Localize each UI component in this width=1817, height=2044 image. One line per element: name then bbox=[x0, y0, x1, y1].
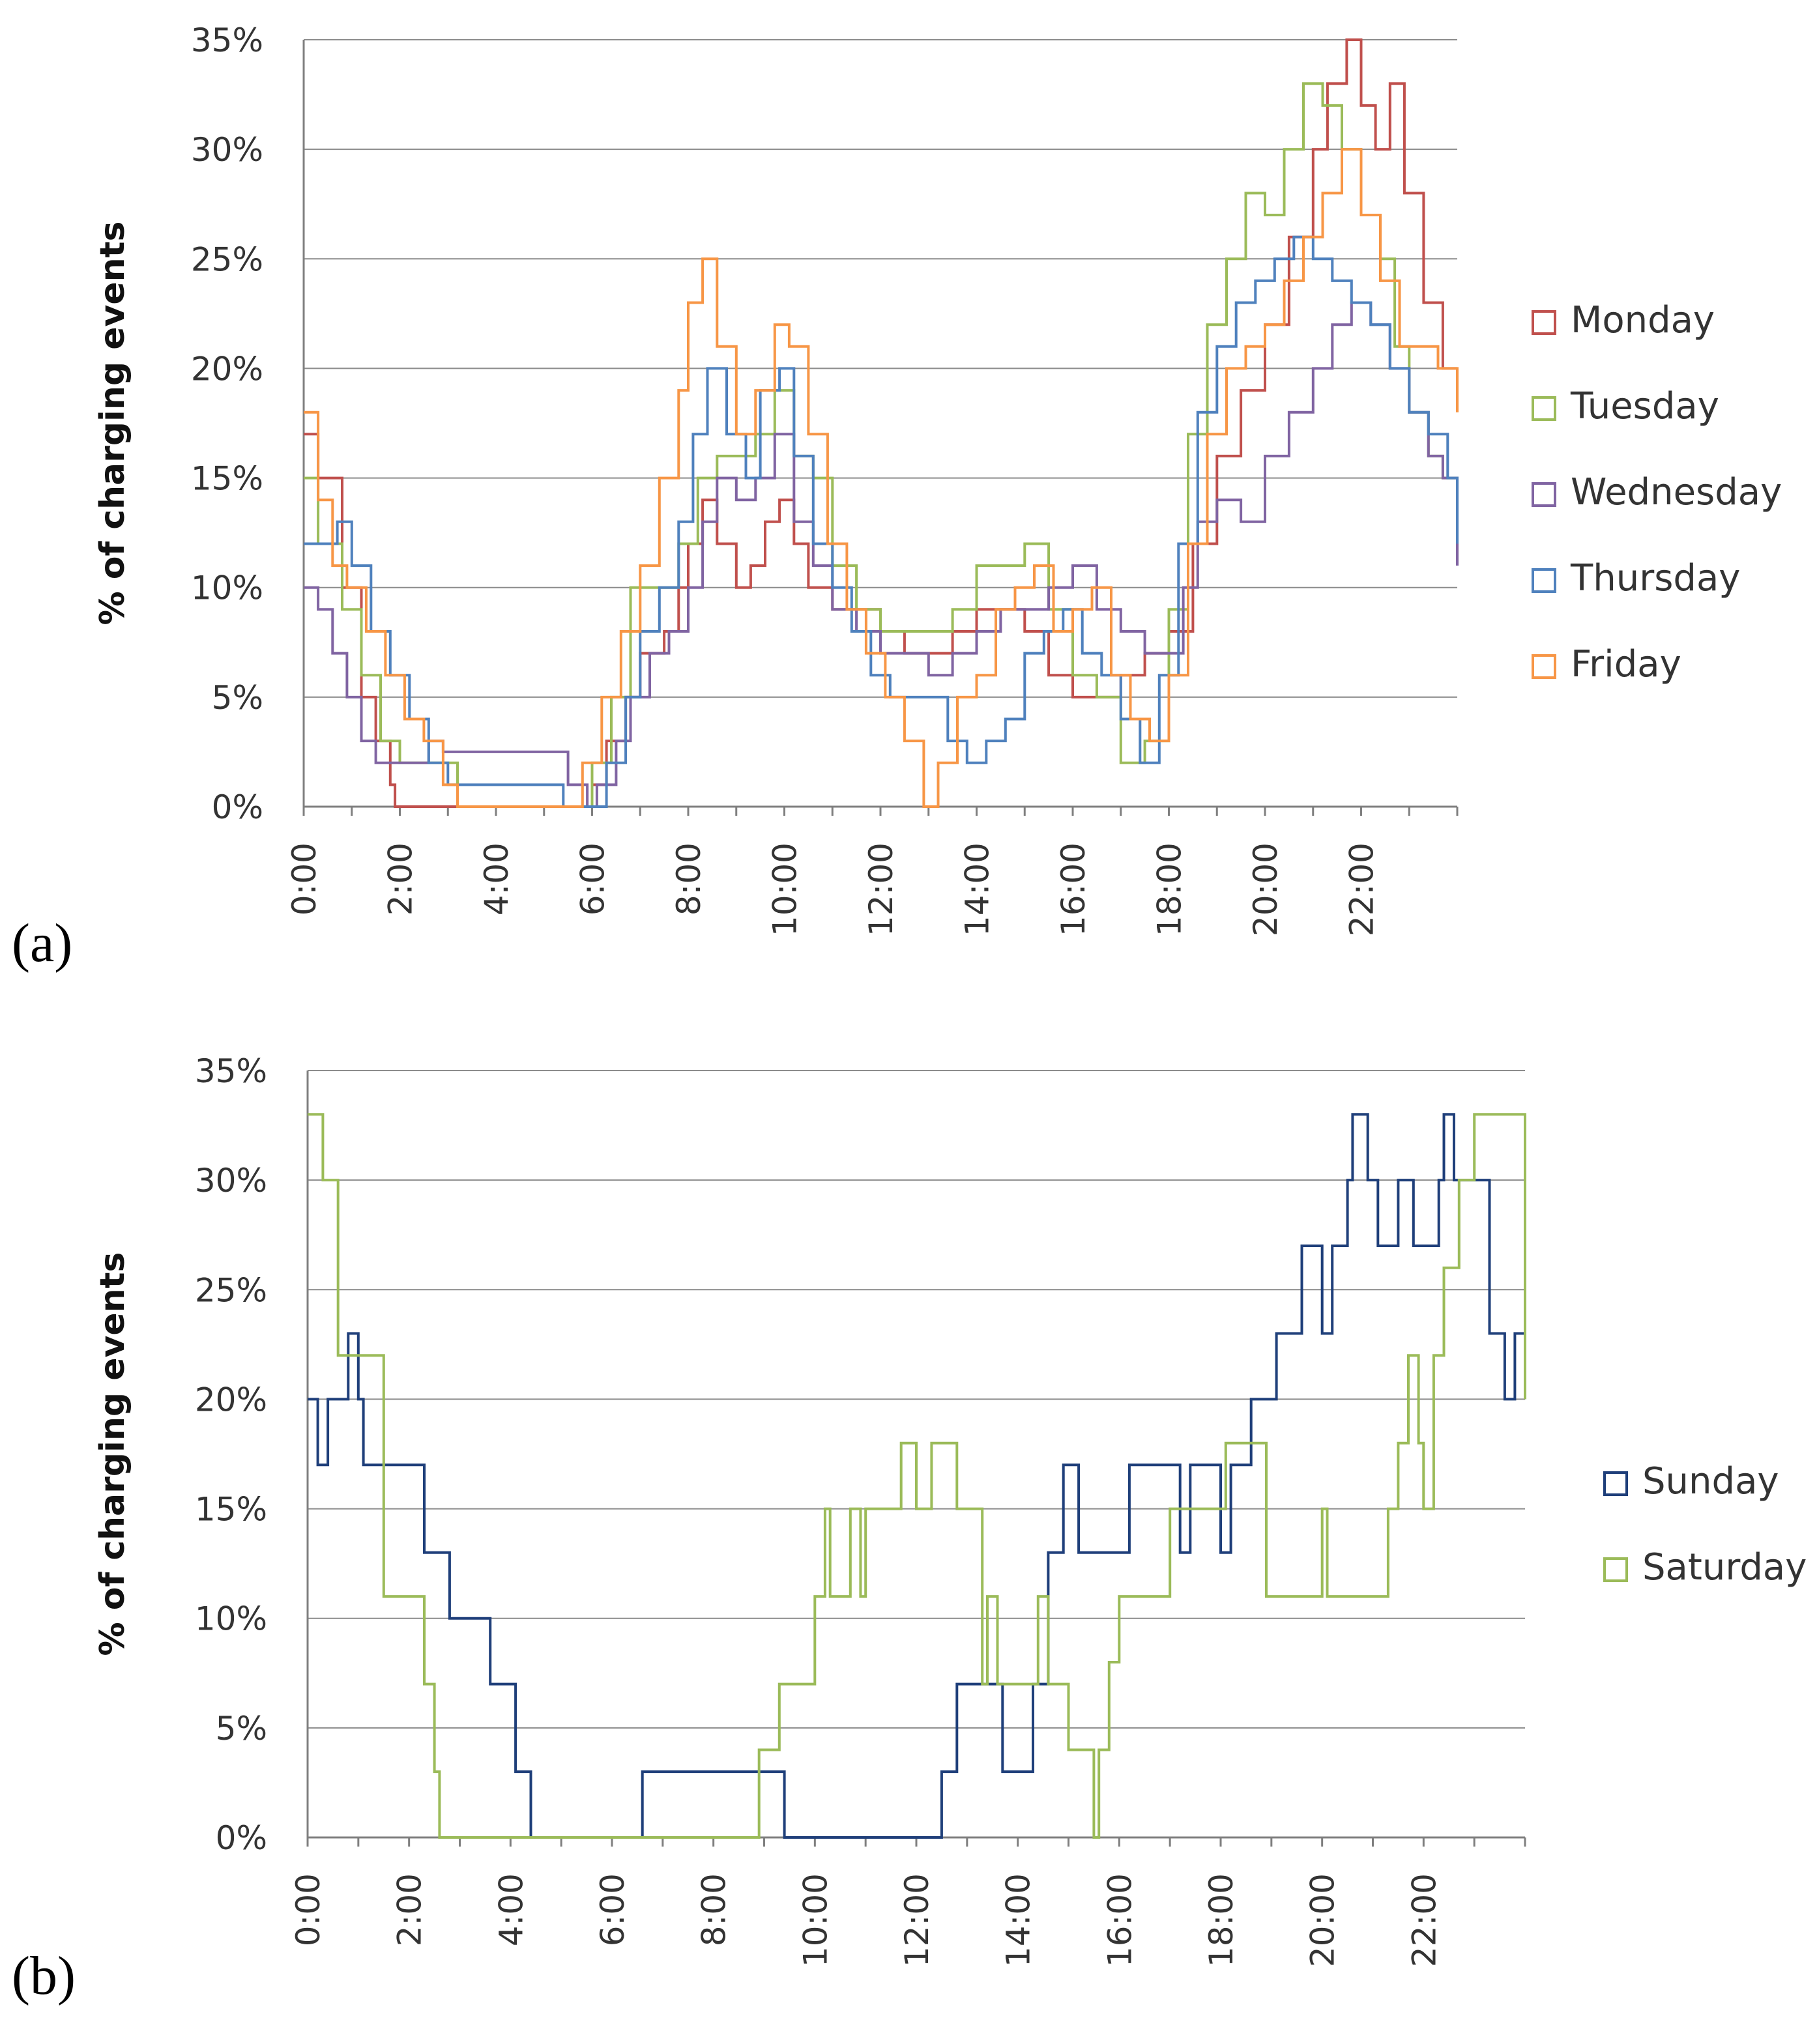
y-tick-label: 0% bbox=[212, 788, 263, 826]
x-tick-label: 22:00 bbox=[1343, 842, 1381, 936]
x-tick-label: 2:00 bbox=[391, 1873, 429, 1946]
series-line-wednesday bbox=[304, 301, 1459, 808]
y-axis-label: % of charging events bbox=[93, 222, 132, 626]
legend-swatch-thursday bbox=[1532, 568, 1556, 593]
y-axis-label: % of charging events bbox=[93, 1252, 132, 1656]
x-tick-label: 2:00 bbox=[382, 842, 420, 915]
legend-label-sunday: Sunday bbox=[1642, 1460, 1779, 1503]
series-line-saturday bbox=[308, 1113, 1526, 1839]
legend-label-saturday: Saturday bbox=[1642, 1546, 1807, 1589]
x-tick-label: 20:00 bbox=[1304, 1873, 1342, 1967]
series-line-friday bbox=[304, 148, 1459, 808]
chart-b: 0% 5% 10% 15% 20% 25% 30% 35% 0:00 2:00 4:00 6:00 8:… bbox=[12, 1052, 1807, 2006]
y-tick-label: 20% bbox=[191, 350, 263, 388]
x-tick-label: 0:00 bbox=[285, 842, 323, 915]
y-tick-label: 20% bbox=[195, 1381, 267, 1418]
legend-label-tuesday: Tuesday bbox=[1570, 385, 1719, 427]
y-tick-label: 10% bbox=[191, 569, 263, 607]
x-tick-label: 18:00 bbox=[1151, 842, 1189, 936]
y-tick-label: 25% bbox=[195, 1271, 267, 1309]
y-tick-label: 10% bbox=[195, 1600, 267, 1638]
panel-label: (b) bbox=[12, 1946, 76, 2006]
legend-swatch-monday bbox=[1532, 310, 1556, 335]
y-tick-label: 30% bbox=[191, 131, 263, 169]
legend-swatch-tuesday bbox=[1532, 396, 1556, 421]
x-tick-label: 12:00 bbox=[862, 842, 900, 936]
panel-label: (a) bbox=[12, 913, 72, 973]
x-tick-label: 16:00 bbox=[1101, 1873, 1139, 1967]
x-tick-label: 6:00 bbox=[594, 1873, 632, 1946]
x-tick-label: 10:00 bbox=[766, 842, 804, 936]
legend-swatch-friday bbox=[1532, 654, 1556, 679]
y-tick-label: 25% bbox=[191, 240, 263, 278]
y-tick-label: 15% bbox=[191, 460, 263, 498]
series-line-tuesday bbox=[304, 82, 1459, 808]
x-tick-label: 18:00 bbox=[1202, 1873, 1240, 1967]
x-tick-label: 14:00 bbox=[1000, 1873, 1038, 1967]
x-tick-label: 20:00 bbox=[1247, 842, 1285, 936]
chart-a: 0% 5% 10% 15% 20% 25% 30% 35% 0:00 2:00 4:00 6:00 8:… bbox=[12, 22, 1782, 973]
x-tick-label: 0:00 bbox=[289, 1873, 327, 1946]
x-tick-label: 4:00 bbox=[478, 842, 516, 915]
y-tick-label: 35% bbox=[195, 1052, 267, 1090]
legend-label-thursday: Thursday bbox=[1570, 557, 1740, 599]
series-line-sunday bbox=[308, 1113, 1526, 1839]
legend-swatch-wednesday bbox=[1532, 482, 1556, 507]
legend-swatch-sunday bbox=[1603, 1471, 1628, 1496]
y-tick-label: 30% bbox=[195, 1162, 267, 1200]
legend-label-friday: Friday bbox=[1571, 643, 1681, 685]
x-tick-label: 8:00 bbox=[670, 842, 708, 915]
x-tick-label: 4:00 bbox=[492, 1873, 530, 1946]
y-tick-label: 5% bbox=[216, 1710, 267, 1748]
x-tick-label: 8:00 bbox=[695, 1873, 733, 1946]
y-tick-label: 5% bbox=[212, 679, 263, 717]
y-tick-label: 15% bbox=[195, 1491, 267, 1529]
x-tick-label: 12:00 bbox=[898, 1873, 936, 1967]
x-tick-label: 6:00 bbox=[574, 842, 612, 915]
x-tick-label: 16:00 bbox=[1054, 842, 1092, 936]
legend-label-wednesday: Wednesday bbox=[1571, 471, 1782, 513]
legend-label-monday: Monday bbox=[1571, 299, 1715, 341]
x-tick-label: 10:00 bbox=[796, 1873, 834, 1967]
x-tick-label: 14:00 bbox=[959, 842, 996, 936]
legend-swatch-saturday bbox=[1603, 1557, 1628, 1582]
x-tick-label: 22:00 bbox=[1405, 1873, 1443, 1967]
y-tick-label: 35% bbox=[191, 22, 263, 59]
y-tick-label: 0% bbox=[216, 1819, 267, 1857]
